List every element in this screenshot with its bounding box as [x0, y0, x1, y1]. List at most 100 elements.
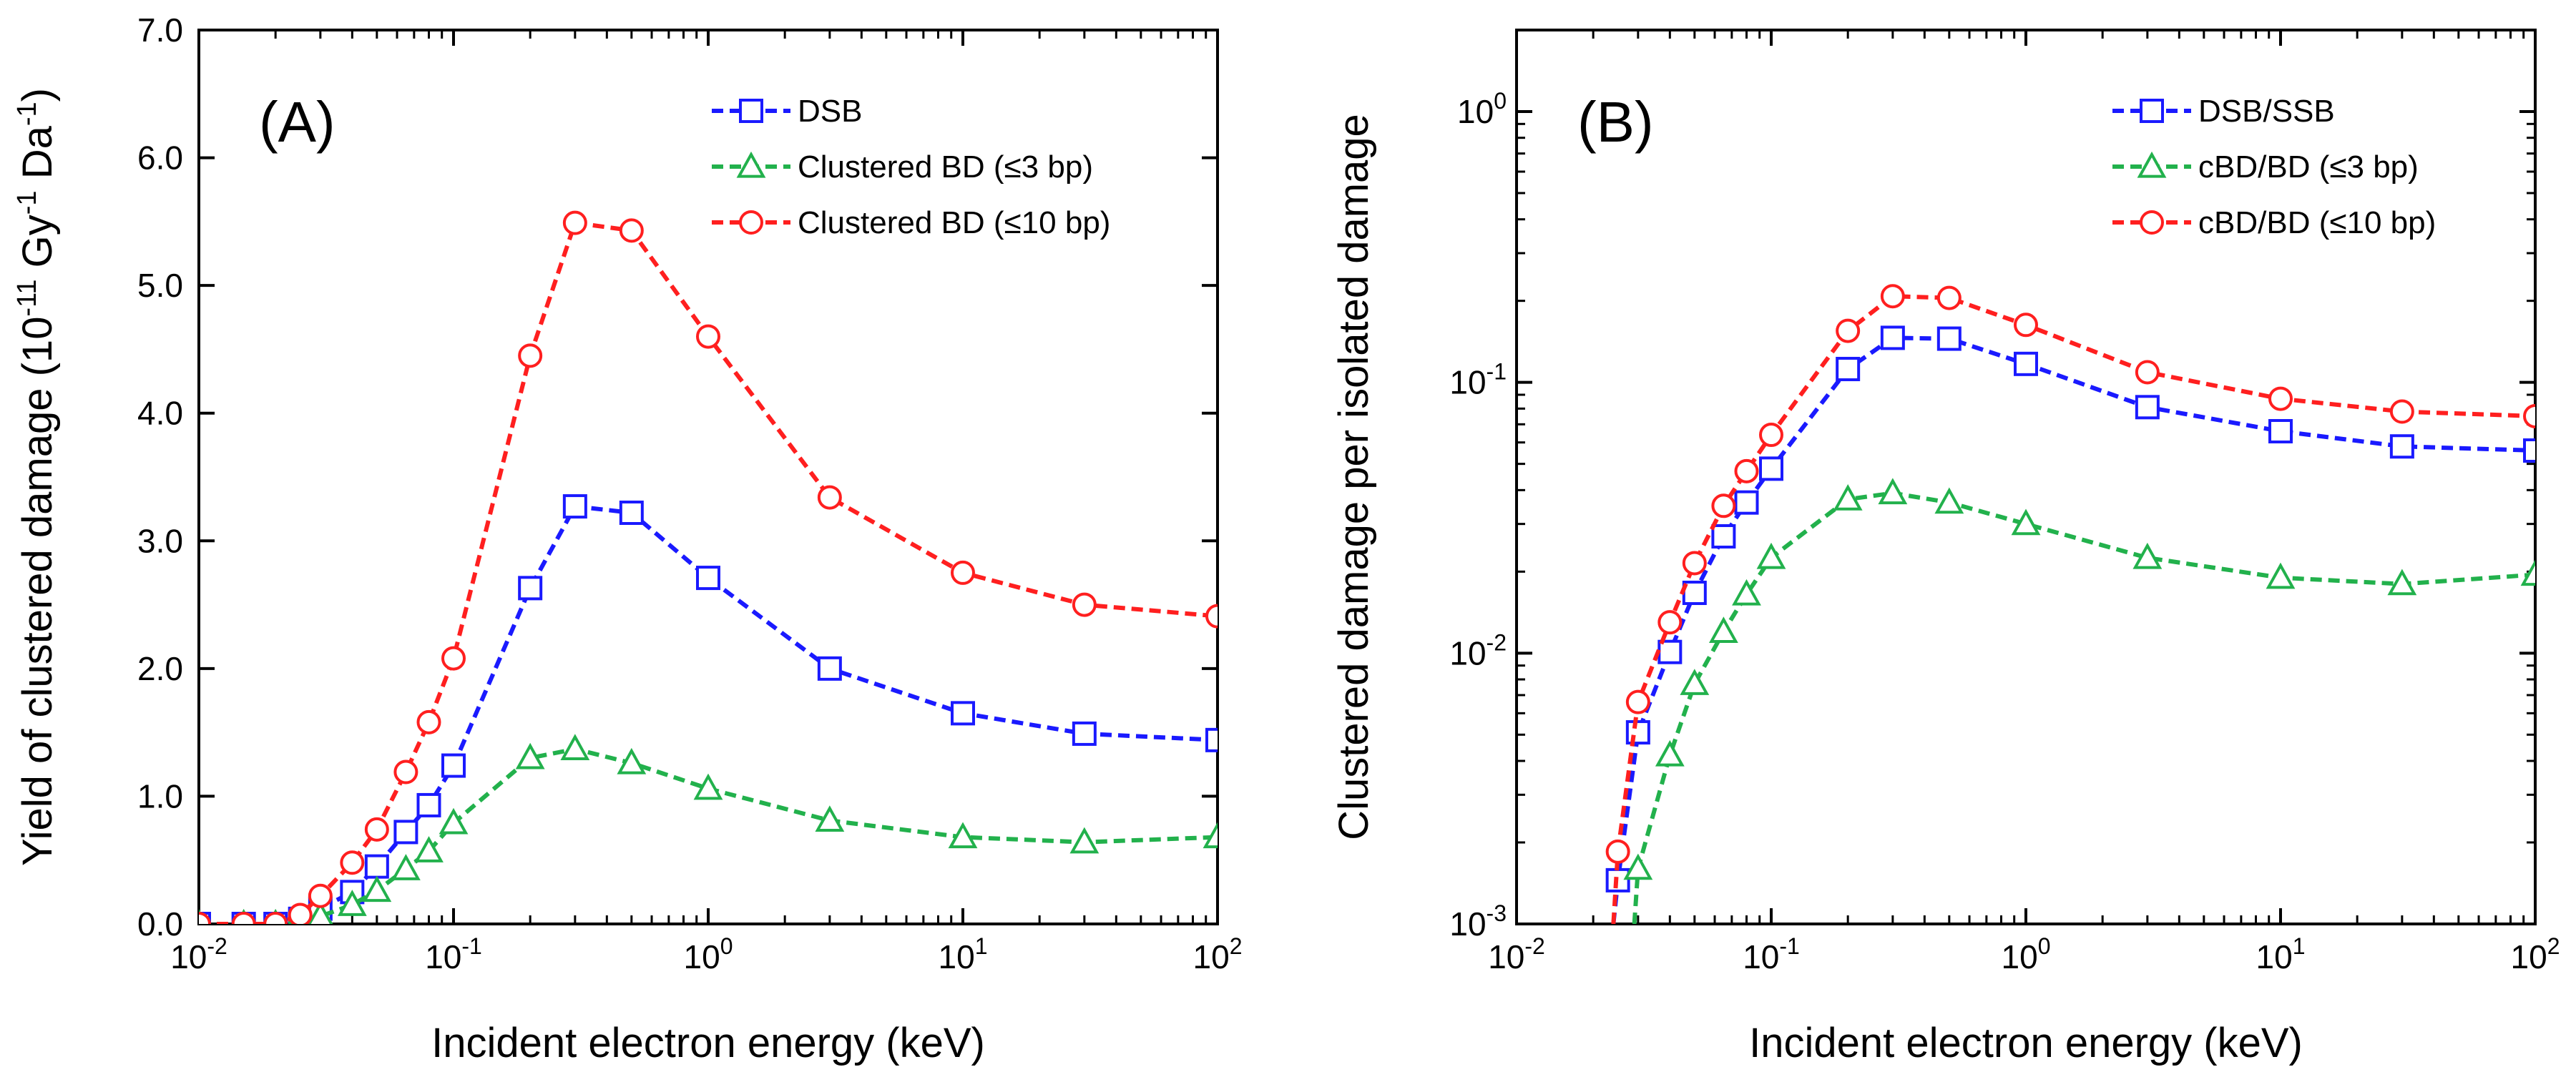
y-tick-label: 5.0	[137, 267, 183, 304]
data-point	[518, 576, 543, 601]
panel-label: (B)	[1577, 90, 1654, 154]
data-point	[2014, 351, 2038, 376]
tick-label-exponent: 0	[720, 933, 733, 959]
data-point	[308, 901, 333, 924]
tick-label-exponent: -1	[461, 933, 481, 959]
data-point	[1203, 822, 1218, 849]
tick-label-base: 10	[1488, 938, 1524, 975]
legend-label: DSB/SSB	[2198, 94, 2335, 129]
data-point	[2389, 434, 2414, 459]
y-axis-label-part: Yield of clustered damage (10	[14, 317, 61, 866]
tick-label-base: 10	[1457, 93, 1494, 130]
tick-label-base: 10	[1449, 364, 1486, 401]
y-tick-label: 10-1	[1449, 359, 1507, 401]
x-axis-label: Incident electron energy (keV)	[431, 1020, 985, 1066]
data-point	[364, 854, 389, 879]
data-point	[817, 656, 842, 681]
tick-label-base: 10	[2511, 938, 2547, 975]
chart-panel-b: (B) Incident electron energy (keV) Clust…	[1331, 29, 2560, 1066]
tick-label-exponent: 2	[1230, 933, 1243, 959]
x-tick-label: 101	[2256, 933, 2306, 975]
tick-label-exponent: -3	[1487, 900, 1507, 926]
data-point	[515, 742, 545, 769]
data-point	[308, 883, 333, 908]
data-point	[2135, 360, 2160, 385]
data-point	[2132, 542, 2163, 569]
y-tick-label: 7.0	[137, 11, 183, 49]
data-point	[1759, 423, 1783, 448]
series-bd10	[199, 210, 1218, 924]
x-tick-label: 101	[939, 933, 988, 975]
x-tick-label: 100	[2002, 933, 2051, 975]
data-point	[1880, 325, 1905, 350]
tick-label-base: 10	[1743, 938, 1779, 975]
data-point	[393, 820, 418, 845]
data-point	[391, 854, 421, 880]
tick-label-exponent: 1	[975, 933, 988, 959]
x-tick-label: 10-1	[1743, 933, 1800, 975]
data-point	[1657, 610, 1683, 635]
data-point	[1734, 490, 1759, 515]
data-point	[2014, 313, 2038, 338]
data-point	[1069, 827, 1100, 854]
data-point	[362, 875, 392, 903]
data-point	[2266, 562, 2296, 589]
tick-label-base: 10	[2002, 938, 2038, 975]
y-tick-label: 100	[1457, 88, 1507, 130]
data-point	[562, 210, 587, 235]
x-tick-label: 10-2	[170, 933, 227, 975]
tick-label-exponent: -1	[1487, 359, 1507, 385]
data-point	[1836, 318, 1861, 343]
legend-label: cBD/BD (≤10 bp)	[2198, 205, 2436, 240]
data-point	[1072, 592, 1097, 617]
tick-label-exponent: -1	[1779, 933, 1799, 959]
data-point	[1934, 487, 1964, 514]
legend-label: Clustered BD (≤3 bp)	[798, 149, 1093, 185]
data-point	[364, 817, 389, 842]
data-point	[948, 822, 978, 849]
data-point	[617, 747, 647, 774]
data-point	[288, 903, 313, 924]
y-tick-label: 3.0	[137, 522, 183, 559]
data-point	[1625, 689, 1650, 714]
series-line	[1611, 294, 2535, 924]
data-point	[1732, 579, 1761, 606]
y-tick-label: 1.0	[137, 777, 183, 815]
y-tick-label: 10-3	[1449, 900, 1507, 943]
data-point	[2387, 569, 2417, 596]
legend-marker	[2140, 210, 2164, 235]
data-point	[1836, 357, 1861, 382]
data-point	[231, 912, 256, 924]
data-point	[1655, 739, 1685, 767]
data-point	[1936, 285, 1962, 310]
data-point	[1711, 523, 1736, 549]
y-axis-label-superscript: -1	[12, 102, 42, 126]
legend-marker	[739, 210, 763, 235]
data-point	[441, 646, 466, 671]
legend: DSB Clustered BD (≤3 bp) Clustered BD (≤10…	[712, 94, 1110, 240]
x-axis-label: Incident electron energy (keV)	[1749, 1020, 2303, 1066]
data-point	[1759, 456, 1783, 481]
tick-label-exponent: -2	[1487, 629, 1507, 655]
y-tick-label: 6.0	[137, 139, 183, 177]
data-point	[441, 753, 466, 778]
y-tick-label: 10-2	[1449, 629, 1507, 672]
y-axis-label-part: Gy	[14, 215, 61, 279]
tick-label-exponent: 0	[1494, 88, 1507, 114]
y-tick-label: 2.0	[137, 650, 183, 687]
data-point	[1878, 478, 1908, 505]
data-point	[696, 324, 720, 349]
tick-label-base: 10	[684, 938, 720, 975]
tick-label-exponent: 2	[2547, 933, 2560, 959]
data-point	[2389, 399, 2414, 424]
tick-label-base: 10	[1449, 905, 1486, 943]
series-bd10	[1605, 284, 2535, 924]
panel-label: (A)	[259, 90, 336, 154]
legend-marker	[739, 99, 763, 123]
data-point	[2011, 508, 2041, 536]
tick-label-exponent: -2	[1524, 933, 1544, 959]
data-point	[1734, 458, 1759, 483]
data-point	[393, 759, 418, 785]
data-point	[1880, 284, 1905, 309]
